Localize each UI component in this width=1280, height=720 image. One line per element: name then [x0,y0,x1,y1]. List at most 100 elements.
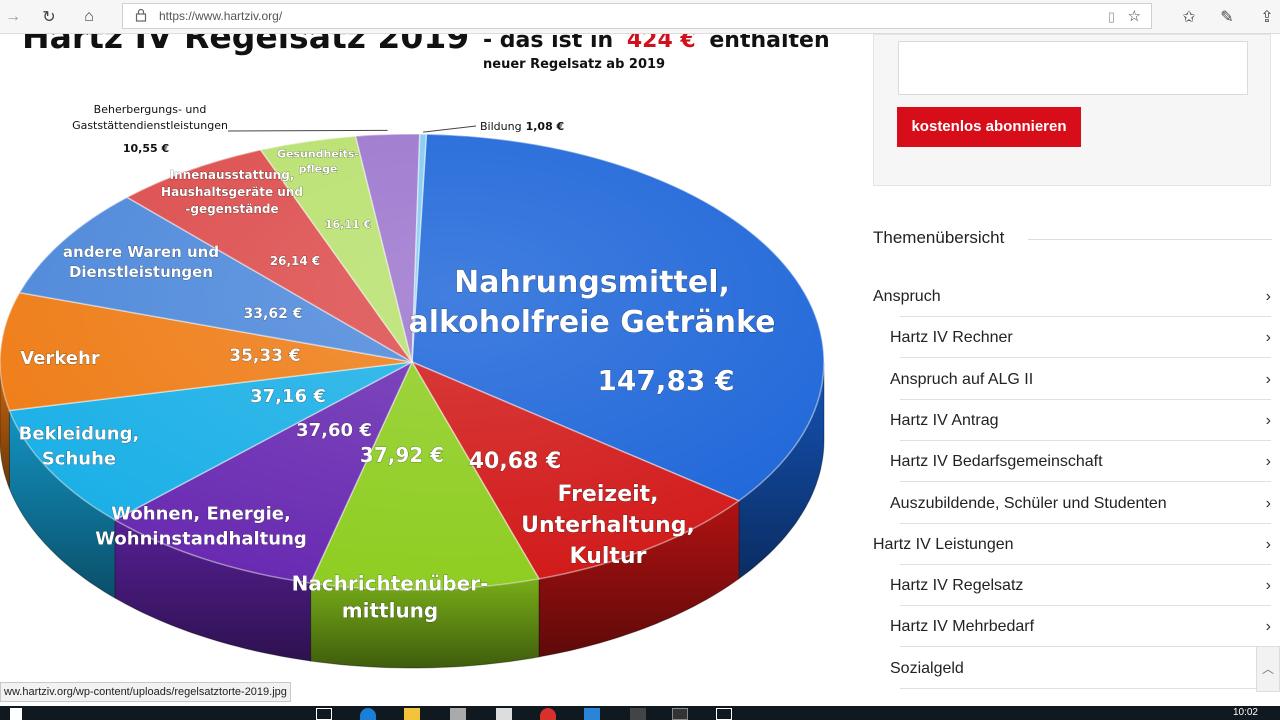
pie-label-name: Wohnen, Energie, [111,504,291,525]
pie-label-name: Dienstleistungen [69,263,213,281]
pie-chart: Hartz IV Regelsatz 2019 - das ist in 424… [0,34,830,669]
topics-nav-item-label: Hartz IV Rechner [890,329,1013,346]
topics-nav-item-label: Sozialgeld [890,660,964,677]
chart-title-main: Hartz IV Regelsatz 2019 [22,34,469,56]
pie-label-name: Innenausstattung, [170,168,295,182]
pen-icon[interactable]: ✎ [1220,8,1234,26]
windows-start-icon[interactable] [10,708,22,720]
pie-label-name: Unterhaltung, [521,513,695,538]
pie-label-name: Gesundheits- [277,148,359,161]
pie-slice-side-shade [9,410,115,598]
chevron-right-icon: › [1265,329,1271,346]
newsletter-email-input[interactable] [898,41,1248,95]
reading-view-icon[interactable]: ▯ [1107,9,1115,24]
nav-divider [900,605,1271,606]
svg-text:- das ist in 424 €: - das ist in 424 € enthalten [483,34,830,53]
pie-label-name: Gaststättendienstleistungen [72,119,228,132]
pie-label-name: pflege [299,163,338,176]
pie-label-value: 37,16 € [250,386,326,407]
pie-label-name: Wohninstandhaltung [95,529,307,550]
topics-nav-item-label: Hartz IV Bedarfsgemeinschaft [890,453,1103,470]
app2-taskbar-icon[interactable] [630,708,646,720]
favorite-star-icon[interactable]: ☆ [1127,8,1141,25]
nav-divider [900,523,1271,524]
topics-nav-item-label: Hartz IV Leistungen [873,536,1014,553]
topics-nav-item[interactable]: Hartz IV Leistungen › [873,524,1271,565]
pie-label-name: Kultur [570,544,647,569]
pie-label-value: 33,62 € [244,306,303,322]
chart-image[interactable]: Hartz IV Regelsatz 2019 - das ist in 424… [0,34,840,706]
store-taskbar-icon[interactable] [450,708,466,720]
nav-divider [900,316,1271,317]
back-icon[interactable]: → [5,7,21,25]
app-taskbar-icon[interactable] [496,708,512,720]
topics-nav-item-label: Hartz IV Mehrbedarf [890,618,1035,635]
newsletter-box: kostenlos abonnieren [873,34,1271,186]
topics-nav-item-label: Hartz IV Regelsatz [890,577,1024,594]
edge-taskbar-icon[interactable] [360,708,376,720]
pie-label-value: 40,68 € [469,449,562,474]
topics-nav-item[interactable]: Auszubildende, Schüler und Studenten › [873,483,1271,524]
nav-divider [900,688,1271,689]
taskbar: 10:02 [0,706,1280,720]
chevron-right-icon: › [1265,536,1271,553]
refresh-icon[interactable]: ↻ [42,8,56,26]
folder-taskbar-icon[interactable] [404,708,420,720]
chevron-right-icon: › [1265,371,1271,388]
pie-slice-side-shade [114,519,311,661]
pie-label-name: Beherbergungs- und [94,103,207,116]
pie-label-name: Bekleidung, [19,424,140,445]
nav-divider [900,399,1271,400]
subscribe-button[interactable]: kostenlos abonnieren [897,107,1081,147]
chevron-right-icon: › [1265,453,1271,470]
share-icon[interactable]: ⇪ [1260,8,1274,26]
video-taskbar-icon[interactable] [672,708,688,720]
pie-slice-side-shade [310,578,539,668]
pie-label-value: 147,83 € [597,364,734,397]
address-bar[interactable]: https://www.hartziv.org/ ▯ ☆ [122,3,1152,29]
task-view-icon[interactable] [316,708,332,720]
topics-nav-item[interactable]: Sozialgeld› [873,648,1271,689]
pie-label-name: Freizeit, [557,482,658,507]
mail-taskbar-icon[interactable] [584,708,600,720]
pie-label-value: 10,55 € [123,142,169,155]
chart-subtitle: neuer Regelsatz ab 2019 [483,57,665,72]
pie-label-name: Haushaltsgeräte und [161,185,303,199]
pie-label-value: 16,11 € [325,218,371,231]
nav-divider [900,564,1271,565]
nav-divider [900,646,1271,647]
topics-nav-item[interactable]: Hartz IV Rechner › [873,317,1271,358]
nav-divider [900,481,1271,482]
pie-label-value: 35,33 € [229,346,301,366]
pie-slice-side-shade [539,500,739,657]
favorites-icon[interactable]: ✩ [1182,8,1196,26]
pie-slice-side-shade [738,362,824,579]
leader-line [423,125,477,133]
topics-nav-item[interactable]: Anspruch auf ALG II › [873,359,1271,400]
pie-label-name: andere Waren und [63,243,219,261]
chart-title-sub2: enthalten [709,34,829,53]
topics-nav-item[interactable]: Hartz IV Bedarfsgemeinschaft › [873,441,1271,482]
topics-nav-item[interactable]: Anspruch › [873,276,1271,317]
chrome-taskbar-icon[interactable] [540,708,556,720]
nav-divider [900,357,1271,358]
nav-divider [900,440,1271,441]
topics-nav-item[interactable]: Hartz IV Mehrbedarf › [873,606,1271,647]
topics-nav-item[interactable]: Hartz IV Regelsatz › [873,565,1271,606]
topics-nav-item-label: Anspruch auf ALG II [890,371,1034,388]
chart-title-amount: 424 € [627,34,696,53]
topics-nav-item[interactable]: Hartz IV Antrag › [873,400,1271,441]
topics-nav-item-label: Anspruch [873,288,941,305]
home-icon[interactable]: ⌂ [84,7,94,25]
chevron-right-icon: › [1265,495,1271,512]
pie-label-name: Verkehr [20,348,100,369]
sidebar: kostenlos abonnieren Themenübersicht Ans… [860,34,1280,706]
pie-slice-side-shade [0,362,10,489]
chevron-right-icon: › [1265,577,1271,594]
lock-icon [135,8,147,22]
pie-label-name: Bildung 1,08 € [480,120,564,133]
app3-taskbar-icon[interactable] [716,708,732,720]
taskbar-clock: 10:02 [1232,707,1258,718]
chart-title-sub1: - das ist in [483,34,613,53]
scroll-to-top-button[interactable]: ︿ [1256,646,1280,692]
